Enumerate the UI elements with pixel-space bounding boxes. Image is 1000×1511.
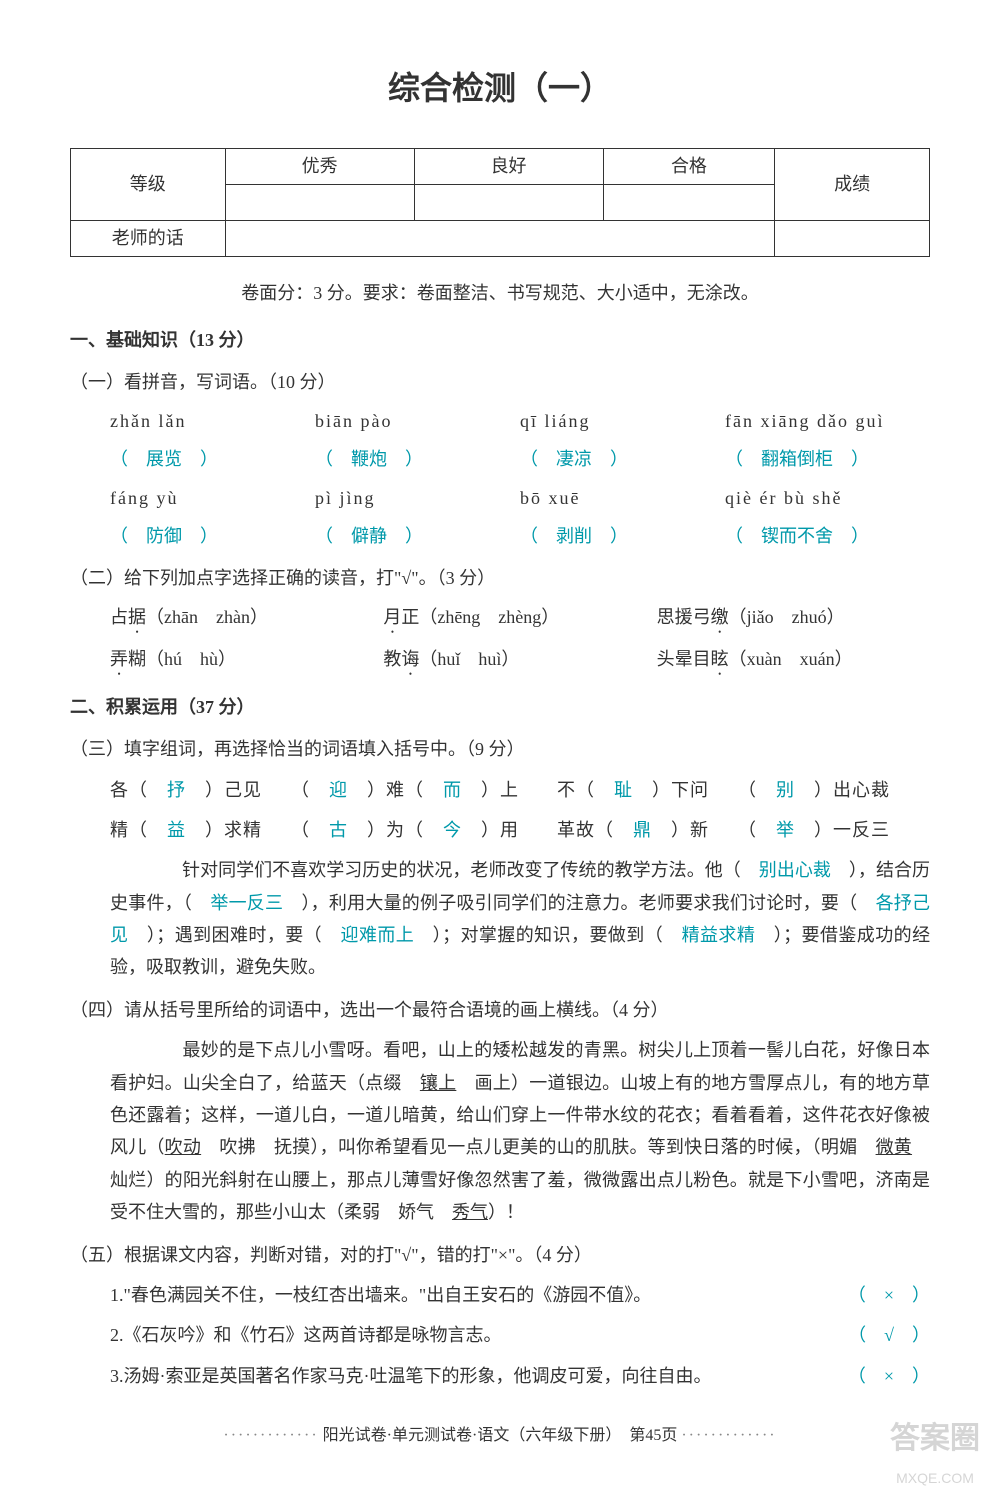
pronunciation-row: 弄糊（hú hù） 教诲（huǐ huì） 头晕目眩（xuàn xuán）	[70, 643, 930, 679]
watermark-url: MXQE.COM	[890, 1466, 980, 1491]
grade-header: 优秀	[225, 148, 414, 184]
pron-cell: 教诲（huǐ huì）	[383, 643, 656, 679]
fill-paragraph: 针对同学们不喜欢学习历史的状况，老师改变了传统的教学方法。他（ 别出心裁 ），结…	[70, 854, 930, 984]
judge-question: 1."春色满园关不住，一枝红杏出墙来。"出自王安石的《游园不值》。	[110, 1285, 651, 1305]
answer-cell: （ 鞭炮 ）	[315, 443, 520, 475]
selection-paragraph: 最妙的是下点儿小雪呀。看吧，山上的矮松越发的青黑。树尖儿上顶着一髻儿白花，好像日…	[70, 1034, 930, 1228]
answer-cell: （ 展览 ）	[110, 443, 315, 475]
judge-question: 2.《石灰吟》和《竹石》这两首诗都是咏物言志。	[110, 1325, 502, 1345]
teacher-label: 老师的话	[71, 220, 226, 256]
pron-cell: 弄糊（hú hù）	[110, 643, 383, 679]
page-footer: ············· 阳光试卷·单元测试卷·语文（六年级下册） 第45页 …	[70, 1422, 930, 1451]
grade-cell	[414, 184, 603, 220]
grade-header: 合格	[603, 148, 775, 184]
footer-dash: ·············	[681, 1427, 776, 1444]
answer-cell: （ 防御 ）	[110, 520, 315, 552]
judge-item: 1."春色满园关不住，一枝红杏出墙来。"出自王安石的《游园不值》。 （ × ）	[70, 1279, 930, 1311]
section-a-heading: 一、基础知识（13 分）	[70, 324, 930, 356]
grade-header: 良好	[414, 148, 603, 184]
judge-item: 3.汤姆·索亚是英国著名作家马克·吐温笔下的形象，他调皮可爱，向往自由。 （ ×…	[70, 1360, 930, 1392]
section-b-heading: 二、积累运用（37 分）	[70, 691, 930, 723]
idiom-line: 精（ 益 ）求精 （ 古 ）为（ 今 ）用 革故（ 鼎 ）新 （ 举 ）一反三	[70, 814, 930, 846]
sub1-heading: （一）看拼音，写词语。（10 分）	[70, 366, 930, 398]
watermark: 答案圈 MXQE.COM	[890, 1412, 980, 1491]
pinyin-cell: biān pào	[315, 405, 520, 437]
grade-cell	[603, 184, 775, 220]
judge-answer: （ √ ）	[848, 1319, 930, 1351]
answer-cell: （ 锲而不舍 ）	[725, 520, 930, 552]
pronunciation-row: 占据（zhān zhàn） 月正（zhēng zhèng） 思援弓缴（jiǎo …	[70, 601, 930, 637]
judge-question: 3.汤姆·索亚是英国著名作家马克·吐温笔下的形象，他调皮可爱，向往自由。	[110, 1366, 712, 1386]
pinyin-cell: qiè ér bù shě	[725, 482, 930, 514]
pinyin-cell: qī liáng	[520, 405, 725, 437]
answer-cell: （ 剥削 ）	[520, 520, 725, 552]
answer-row: （ 防御 ） （ 僻静 ） （ 剥削 ） （ 锲而不舍 ）	[70, 520, 930, 552]
pron-cell: 头晕目眩（xuàn xuán）	[657, 643, 930, 679]
judge-answer: （ × ）	[848, 1360, 930, 1392]
answer-row: （ 展览 ） （ 鞭炮 ） （ 凄凉 ） （ 翻箱倒柜 ）	[70, 443, 930, 475]
idiom-line: 各（ 抒 ）己见 （ 迎 ）难（ 而 ）上 不（ 耻 ）下问 （ 别 ）出心裁	[70, 774, 930, 806]
pinyin-cell: zhǎn lǎn	[110, 405, 315, 437]
pinyin-row: fáng yù pì jìng bō xuē qiè ér bù shě	[70, 482, 930, 514]
page-title: 综合检测（一）	[70, 60, 930, 118]
grade-header: 成绩	[775, 148, 930, 220]
teacher-cell	[225, 220, 775, 256]
grade-cell	[225, 184, 414, 220]
grade-table: 等级 优秀 良好 合格 成绩 老师的话	[70, 148, 930, 257]
pron-cell: 占据（zhān zhàn）	[110, 601, 383, 637]
footer-text: 阳光试卷·单元测试卷·语文（六年级下册） 第45页	[323, 1427, 678, 1444]
pinyin-cell: bō xuē	[520, 482, 725, 514]
sub3-heading: （三）填字组词，再选择恰当的词语填入括号中。（9 分）	[70, 733, 930, 765]
answer-cell: （ 僻静 ）	[315, 520, 520, 552]
table-row: 等级 优秀 良好 合格 成绩	[71, 148, 930, 184]
sub4-heading: （四）请从括号里所给的词语中，选出一个最符合语境的画上横线。（4 分）	[70, 994, 930, 1026]
sub2-heading: （二）给下列加点字选择正确的读音，打"√"。（3 分）	[70, 562, 930, 594]
pron-cell: 月正（zhēng zhèng）	[383, 601, 656, 637]
pinyin-cell: pì jìng	[315, 482, 520, 514]
table-row: 老师的话	[71, 220, 930, 256]
answer-cell: （ 凄凉 ）	[520, 443, 725, 475]
pinyin-cell: fān xiāng dǎo guì	[725, 405, 930, 437]
score-cell	[775, 220, 930, 256]
footer-dash: ·············	[223, 1427, 318, 1444]
answer-cell: （ 翻箱倒柜 ）	[725, 443, 930, 475]
pron-cell: 思援弓缴（jiǎo zhuó）	[657, 601, 930, 637]
pinyin-row: zhǎn lǎn biān pào qī liáng fān xiāng dǎo…	[70, 405, 930, 437]
watermark-title: 答案圈	[890, 1412, 980, 1466]
judge-item: 2.《石灰吟》和《竹石》这两首诗都是咏物言志。 （ √ ）	[70, 1319, 930, 1351]
judge-answer: （ × ）	[848, 1279, 930, 1311]
grade-label: 等级	[71, 148, 226, 220]
sub5-heading: （五）根据课文内容，判断对错，对的打"√"，错的打"×"。（4 分）	[70, 1239, 930, 1271]
pinyin-cell: fáng yù	[110, 482, 315, 514]
requirement-text: 卷面分：3 分。要求：卷面整洁、书写规范、大小适中，无涂改。	[70, 277, 930, 309]
